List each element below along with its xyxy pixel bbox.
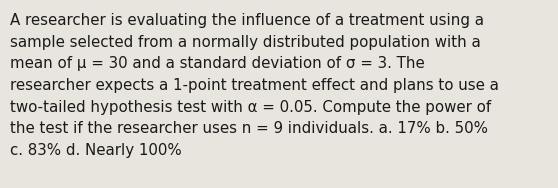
Text: A researcher is evaluating the influence of a treatment using a
sample selected : A researcher is evaluating the influence…	[10, 13, 499, 158]
